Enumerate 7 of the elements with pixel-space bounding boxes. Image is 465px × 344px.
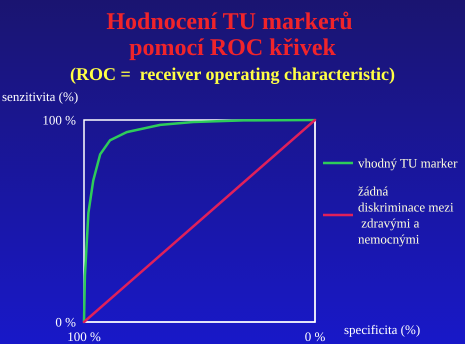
x-axis-title: specificita (%) (344, 322, 420, 337)
legend-label: vhodný TU marker (358, 156, 458, 170)
chart-subtitle: (ROC = receiver operating characteristic) (70, 64, 395, 84)
y-axis-title: senzitivita (%) (2, 89, 78, 104)
line-series (82, 118, 316, 324)
legend-label: žádná diskriminace mezi zdravými a nemocnými (358, 184, 454, 246)
chart-title: Hodnocení TU markerů pomocí ROC křivek (106, 9, 359, 61)
